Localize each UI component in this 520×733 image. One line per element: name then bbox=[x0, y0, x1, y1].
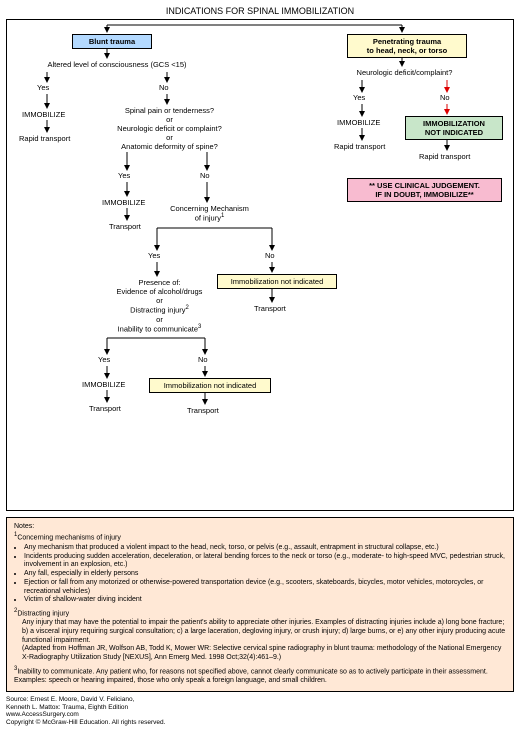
label-no-3: No bbox=[265, 251, 275, 260]
label-yes-4: Yes bbox=[98, 355, 110, 364]
note-2-title: 2Distracting injury bbox=[14, 608, 506, 619]
node-clinical-judgement: ** USE CLINICAL JUDGEMENT. IF IN DOUBT, … bbox=[347, 178, 502, 202]
footer-citation: Source: Ernest E. Moore, David V. Felici… bbox=[6, 696, 514, 727]
label-yes-2: Yes bbox=[118, 171, 130, 180]
node-rapid-transport-4: Rapid transport bbox=[334, 142, 385, 151]
node-neuro-deficit: Neurologic deficit/complaint? bbox=[347, 68, 462, 77]
label-no-5: No bbox=[440, 93, 450, 102]
node-transport-2: Transport bbox=[109, 222, 141, 231]
node-blunt-trauma: Blunt trauma bbox=[72, 34, 152, 49]
node-not-indicated-big: IMMOBILIZATION NOT INDICATED bbox=[405, 116, 503, 140]
node-not-indicated-2: Immobilization not indicated bbox=[149, 378, 271, 393]
node-immobilize-3: IMMOBILIZE bbox=[82, 380, 125, 389]
label-yes-5: Yes bbox=[353, 93, 365, 102]
notes-section: Notes: 1Concerning mechanisms of injury … bbox=[6, 517, 514, 692]
label-yes-3: Yes bbox=[148, 251, 160, 260]
notes-header: Notes: bbox=[14, 523, 506, 532]
node-presence: Presence of:Evidence of alcohol/drugsorD… bbox=[102, 278, 217, 333]
node-not-indicated-1: Immobilization not indicated bbox=[217, 274, 337, 289]
node-altered-loc: Altered level of consciousness (GCS <15) bbox=[27, 60, 207, 69]
node-transport-5: Transport bbox=[187, 406, 219, 415]
label-no-4: No bbox=[198, 355, 208, 364]
note-1-title: 1Concerning mechanisms of injury bbox=[14, 532, 506, 543]
note-2-cite: (Adapted from Hoffman JR, Wolfson AB, To… bbox=[14, 645, 506, 663]
node-spinal-pain: Spinal pain or tenderness? or Neurologic… bbox=[107, 106, 232, 151]
note-2-body: Any injury that may have the potential t… bbox=[14, 619, 506, 645]
flowchart-container: Blunt trauma Penetrating trauma to head,… bbox=[6, 19, 514, 511]
page-title: INDICATIONS FOR SPINAL IMMOBILIZATION bbox=[6, 6, 514, 16]
node-immobilize-2: IMMOBILIZE bbox=[102, 198, 145, 207]
flowchart-arrows bbox=[7, 20, 513, 510]
node-immobilize-4: IMMOBILIZE bbox=[337, 118, 380, 127]
label-yes-1: Yes bbox=[37, 83, 49, 92]
node-rapid-transport-1: Rapid transport bbox=[19, 134, 70, 143]
node-immobilize-1: IMMOBILIZE bbox=[22, 110, 65, 119]
label-no-1: No bbox=[159, 83, 169, 92]
node-transport-3: Transport bbox=[254, 304, 286, 313]
note-1-list: Any mechanism that produced a violent im… bbox=[14, 544, 506, 605]
label-no-2: No bbox=[200, 171, 210, 180]
node-transport-4: Transport bbox=[89, 404, 121, 413]
node-rapid-transport-5: Rapid transport bbox=[419, 152, 470, 161]
node-penetrating-trauma: Penetrating trauma to head, neck, or tor… bbox=[347, 34, 467, 58]
note-3: 3Inability to communicate. Any patient w… bbox=[14, 666, 506, 686]
node-mechanism: Concerning Mechanismof injury1 bbox=[162, 204, 257, 223]
